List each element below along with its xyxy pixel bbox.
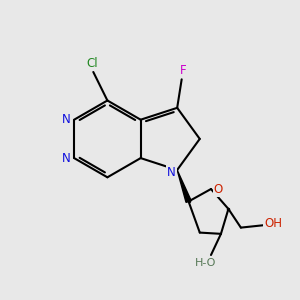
Text: OH: OH [264, 217, 282, 230]
Text: F: F [180, 64, 187, 77]
Text: N: N [62, 113, 71, 126]
Text: N: N [62, 152, 71, 165]
Text: O: O [214, 182, 223, 196]
Text: H-O: H-O [195, 257, 216, 268]
Text: N: N [167, 167, 176, 179]
Text: Cl: Cl [86, 57, 98, 70]
Polygon shape [177, 170, 191, 203]
